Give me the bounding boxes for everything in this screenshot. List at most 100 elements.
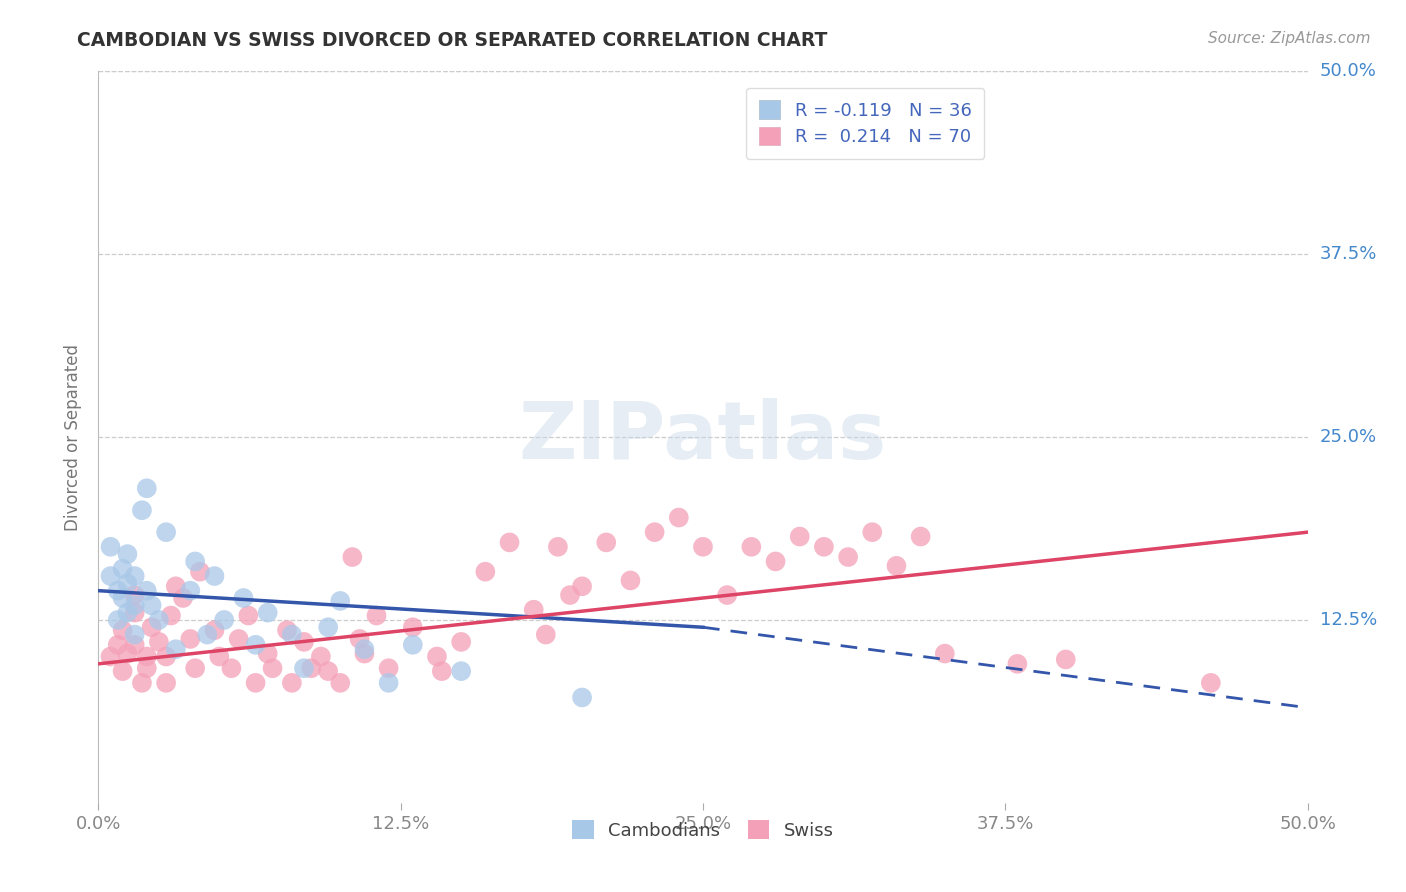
Point <box>934 647 956 661</box>
Point <box>148 635 170 649</box>
Point <box>100 649 122 664</box>
Point <box>256 647 278 661</box>
Point <box>221 661 243 675</box>
Text: CAMBODIAN VS SWISS DIVORCED OR SEPARATED CORRELATION CHART: CAMBODIAN VS SWISS DIVORCED OR SEPARATED… <box>77 31 828 50</box>
Point <box>571 690 593 705</box>
Point <box>619 574 641 588</box>
Point <box>281 676 304 690</box>
Point <box>765 554 787 568</box>
Point <box>910 530 932 544</box>
Point <box>179 632 201 646</box>
Text: 12.5%: 12.5% <box>1320 611 1376 629</box>
Point <box>353 647 375 661</box>
Point <box>571 579 593 593</box>
Point <box>155 525 177 540</box>
Point <box>316 620 339 634</box>
Point <box>276 623 298 637</box>
Point <box>309 649 332 664</box>
Point <box>124 638 146 652</box>
Point <box>117 547 139 561</box>
Point <box>377 676 399 690</box>
Point <box>450 635 472 649</box>
Point <box>141 620 163 634</box>
Point <box>107 613 129 627</box>
Point <box>402 638 425 652</box>
Point <box>131 503 153 517</box>
Y-axis label: Divorced or Separated: Divorced or Separated <box>65 343 83 531</box>
Point <box>188 565 211 579</box>
Point <box>299 661 322 675</box>
Point <box>135 649 157 664</box>
Point <box>1199 676 1222 690</box>
Point <box>111 623 134 637</box>
Point <box>547 540 569 554</box>
Point <box>498 535 520 549</box>
Point <box>886 558 908 573</box>
Point <box>860 525 883 540</box>
Point <box>107 638 129 652</box>
Point <box>349 632 371 646</box>
Text: 25.0%: 25.0% <box>1320 428 1376 446</box>
Point <box>100 569 122 583</box>
Point <box>111 562 134 576</box>
Point <box>117 647 139 661</box>
Point <box>208 649 231 664</box>
Point <box>204 623 226 637</box>
Point <box>124 627 146 641</box>
Point <box>135 481 157 495</box>
Point <box>813 540 835 554</box>
Point <box>1054 652 1077 666</box>
Text: 50.0%: 50.0% <box>1320 62 1376 80</box>
Point <box>262 661 284 675</box>
Point <box>165 642 187 657</box>
Point <box>135 583 157 598</box>
Point <box>131 676 153 690</box>
Point <box>124 569 146 583</box>
Point <box>450 664 472 678</box>
Point <box>692 540 714 554</box>
Point <box>238 608 260 623</box>
Point <box>402 620 425 634</box>
Point <box>292 635 315 649</box>
Point <box>111 591 134 605</box>
Point <box>184 554 207 568</box>
Point <box>523 603 546 617</box>
Point <box>195 627 218 641</box>
Point <box>644 525 666 540</box>
Point <box>107 583 129 598</box>
Point <box>148 613 170 627</box>
Point <box>366 608 388 623</box>
Point <box>353 642 375 657</box>
Point <box>256 606 278 620</box>
Point <box>228 632 250 646</box>
Point <box>232 591 254 605</box>
Point <box>172 591 194 605</box>
Point <box>558 588 581 602</box>
Point <box>1007 657 1029 671</box>
Point <box>377 661 399 675</box>
Point <box>141 599 163 613</box>
Point <box>117 576 139 591</box>
Point <box>474 565 496 579</box>
Point <box>111 664 134 678</box>
Point <box>135 661 157 675</box>
Point <box>668 510 690 524</box>
Point <box>292 661 315 675</box>
Point <box>430 664 453 678</box>
Text: ZIPatlas: ZIPatlas <box>519 398 887 476</box>
Point <box>837 549 859 564</box>
Point <box>740 540 762 554</box>
Point <box>155 676 177 690</box>
Point <box>124 599 146 613</box>
Point <box>179 583 201 598</box>
Point <box>155 649 177 664</box>
Point <box>534 627 557 641</box>
Point <box>124 606 146 620</box>
Point <box>245 638 267 652</box>
Point <box>316 664 339 678</box>
Point <box>329 594 352 608</box>
Point <box>117 606 139 620</box>
Point <box>124 588 146 602</box>
Point <box>184 661 207 675</box>
Point <box>212 613 235 627</box>
